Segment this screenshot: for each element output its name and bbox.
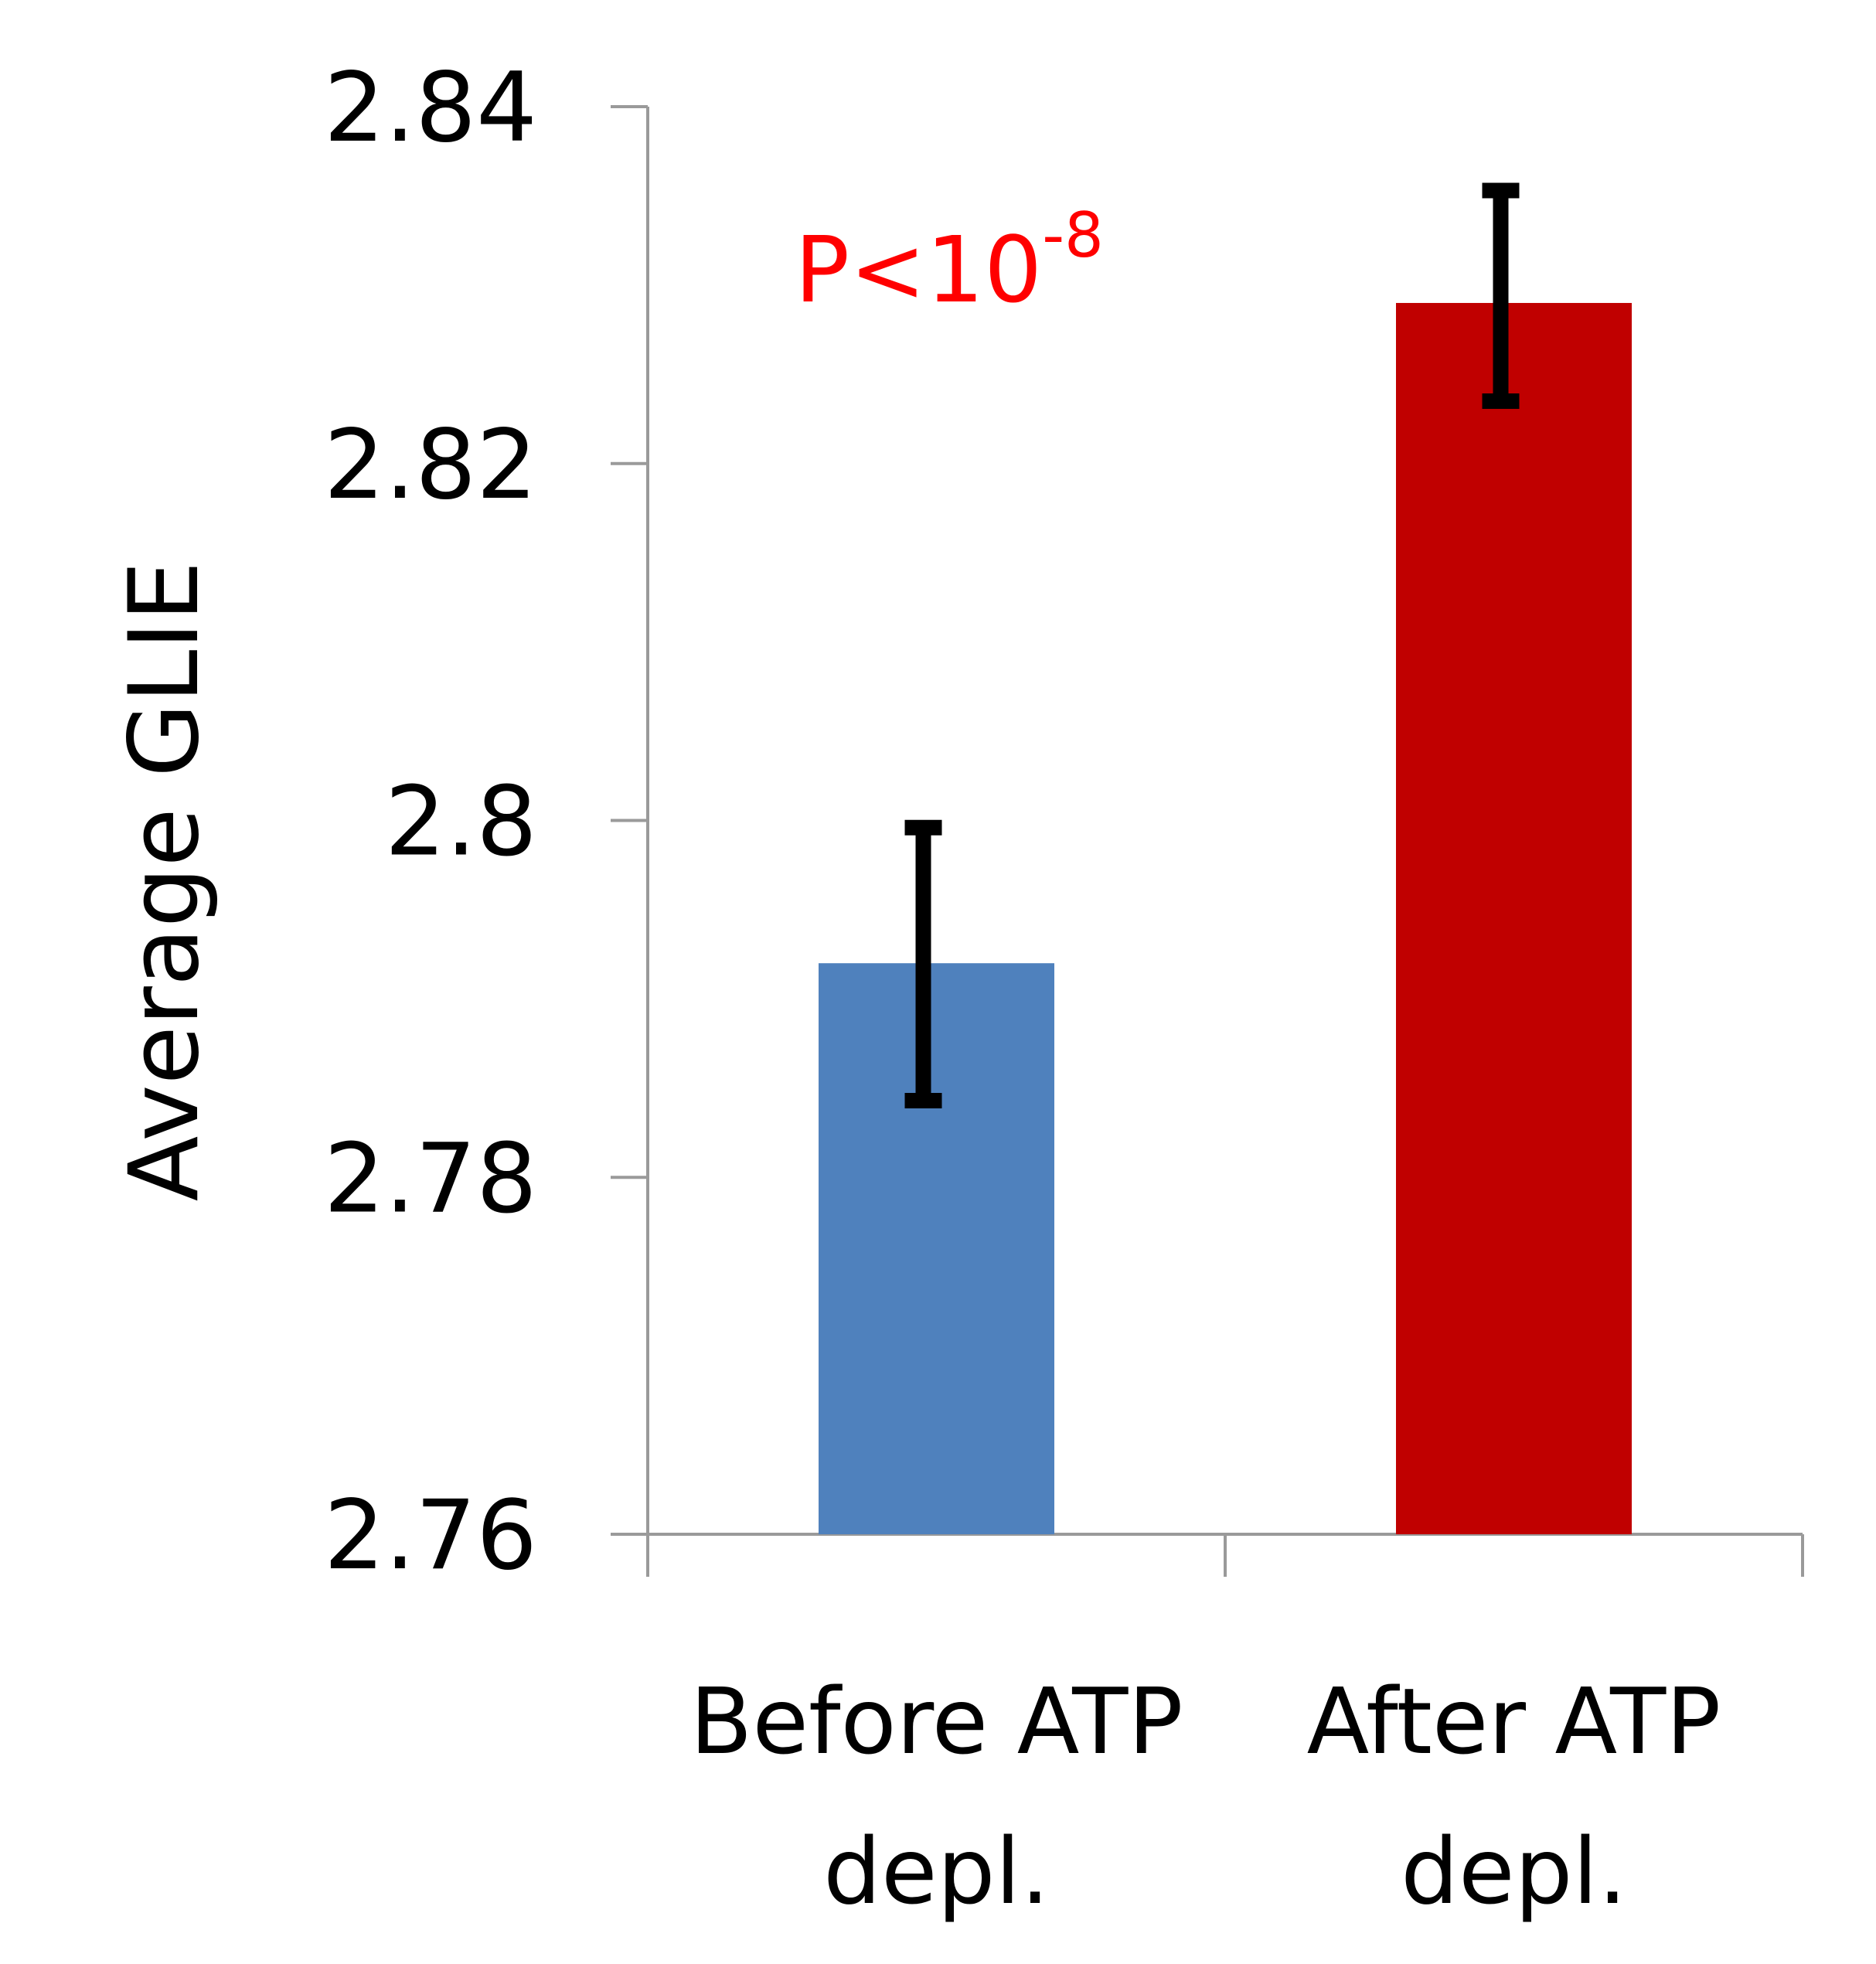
labels: 2.76 2.78 2.8 2.82 2.84 Before ATP depl. After … xyxy=(324,53,1721,1925)
y-tick-label: 2.84 xyxy=(324,53,537,164)
y-tick-label: 2.78 xyxy=(324,1123,537,1234)
x-category-label-line1: Before ATP xyxy=(689,1668,1183,1775)
bars xyxy=(819,302,1632,1534)
y-tick-label: 2.76 xyxy=(324,1480,537,1591)
bar xyxy=(819,963,1054,1534)
p-value-annotation: P<10-8 xyxy=(795,199,1104,323)
x-category-label-line2: depl. xyxy=(1401,1818,1627,1925)
y-tick-label: 2.82 xyxy=(324,410,537,521)
bar xyxy=(1396,302,1632,1534)
y-axis-title: Average GLIE xyxy=(109,561,220,1202)
error-bars xyxy=(904,182,1520,1108)
p-value-exponent: -8 xyxy=(1042,199,1104,271)
x-category-label-line1: After ATP xyxy=(1307,1668,1721,1775)
p-value-base: P<10 xyxy=(795,216,1042,323)
x-category-label-line2: depl. xyxy=(823,1818,1050,1925)
y-tick-label: 2.8 xyxy=(385,767,537,878)
